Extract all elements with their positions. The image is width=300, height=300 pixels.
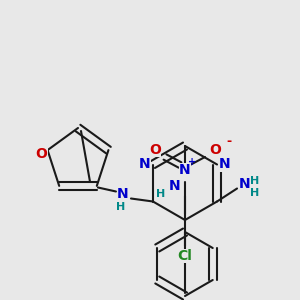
Text: O: O [149, 143, 161, 157]
Text: N: N [219, 158, 231, 172]
Text: +: + [188, 157, 196, 167]
Text: -: - [226, 136, 232, 148]
Text: N: N [239, 176, 251, 190]
Text: H: H [250, 176, 260, 187]
Text: N: N [169, 179, 181, 193]
Text: N: N [179, 163, 191, 177]
Text: H: H [156, 189, 166, 199]
Text: H: H [116, 202, 126, 212]
Text: N: N [117, 188, 129, 202]
Text: O: O [36, 147, 47, 161]
Text: N: N [139, 158, 151, 172]
Text: H: H [250, 188, 260, 199]
Text: O: O [209, 143, 221, 157]
Text: Cl: Cl [178, 249, 192, 263]
